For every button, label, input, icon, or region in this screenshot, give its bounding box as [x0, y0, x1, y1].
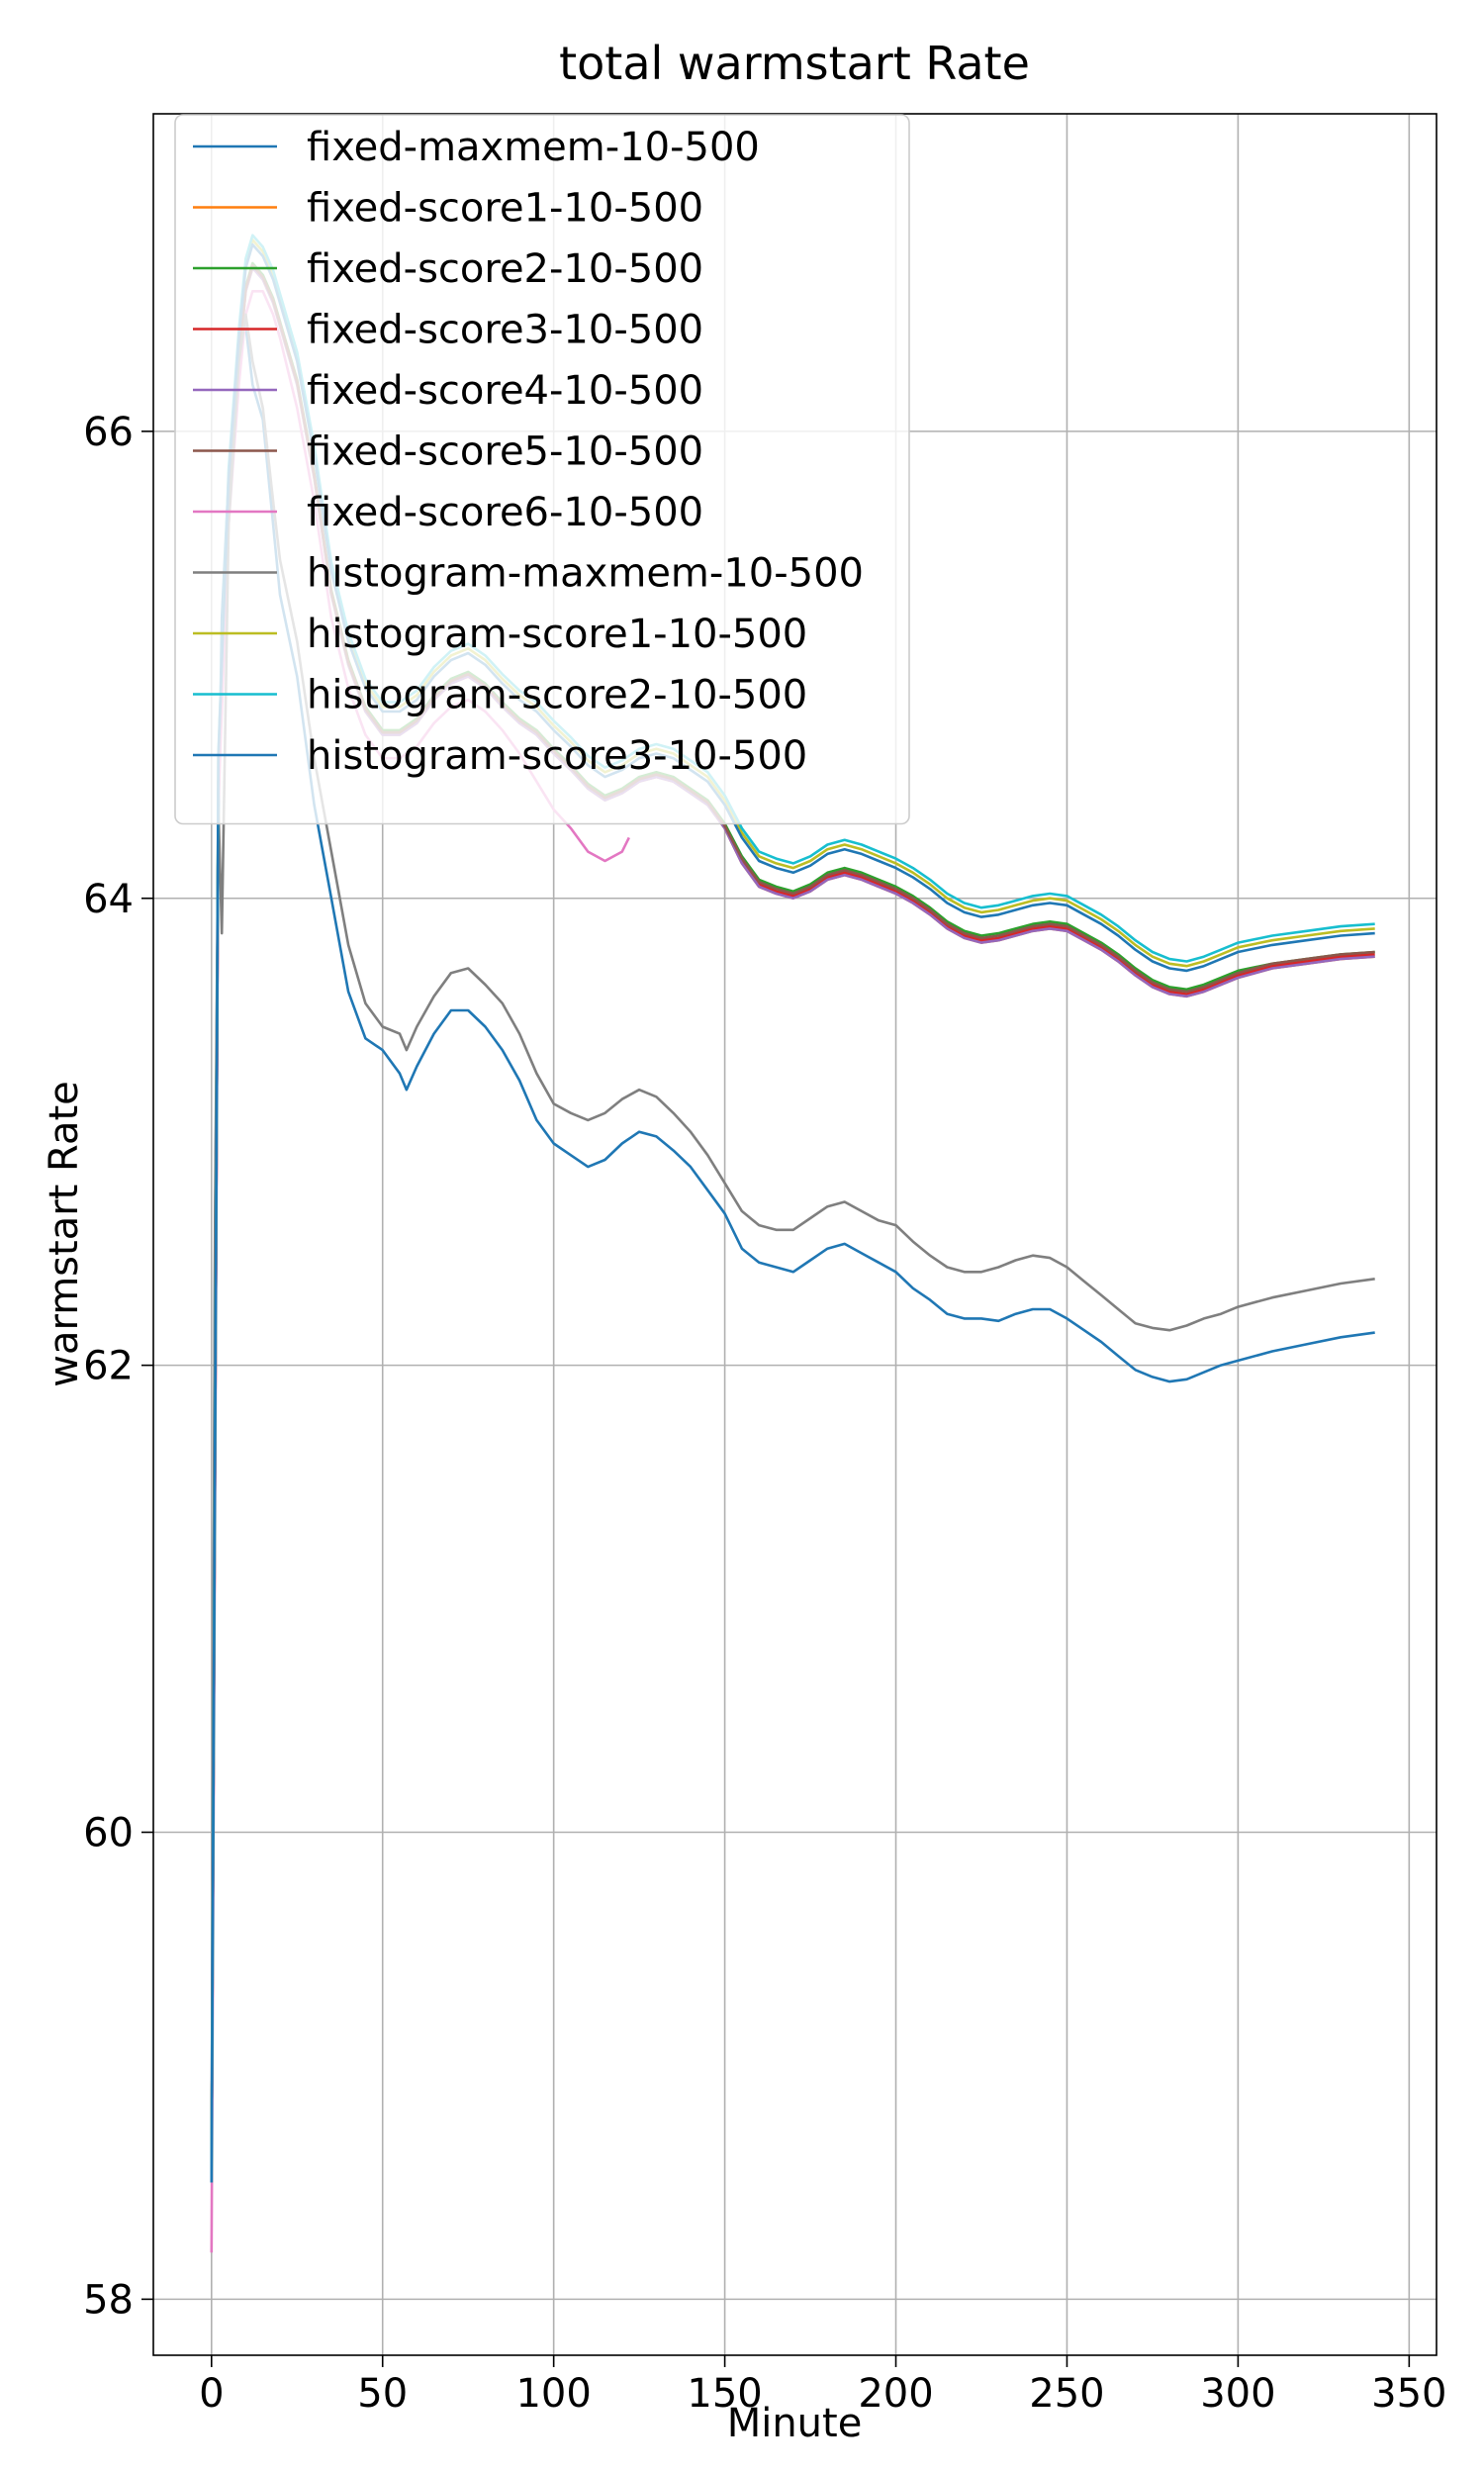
x-tick-label: 300 — [1200, 2371, 1275, 2417]
legend-label: fixed-maxmem-10-500 — [307, 125, 760, 170]
legend-label: fixed-score5-10-500 — [307, 429, 703, 475]
legend-label: fixed-score3-10-500 — [307, 308, 703, 353]
y-tick-label: 64 — [83, 877, 134, 922]
y-tick-label: 60 — [83, 1811, 134, 1856]
y-tick-label: 58 — [83, 2277, 134, 2323]
legend-label: histogram-score3-10-500 — [307, 733, 807, 779]
y-axis-label: warmstart Rate — [42, 1081, 87, 1387]
legend-label: histogram-score1-10-500 — [307, 612, 807, 657]
chart-title: total warmstart Rate — [559, 37, 1030, 90]
legend-label: fixed-score1-10-500 — [307, 186, 703, 232]
x-tick-label: 250 — [1029, 2371, 1104, 2417]
axis-ticks: 0 50 100 150 200 250 300 350 58 60 62 64 66 — [83, 410, 1446, 2417]
legend-label: histogram-score2-10-500 — [307, 673, 807, 718]
legend-box — [174, 114, 910, 825]
x-tick-label: 150 — [687, 2371, 762, 2417]
legend-label: fixed-score2-10-500 — [307, 246, 703, 292]
x-tick-label: 50 — [357, 2371, 408, 2417]
x-tick-label: 100 — [515, 2371, 591, 2417]
x-axis-label: Minute — [727, 2401, 863, 2446]
x-tick-label: 200 — [858, 2371, 933, 2417]
y-tick-label: 62 — [83, 1344, 134, 1389]
legend-label: fixed-score4-10-500 — [307, 368, 703, 414]
x-tick-label: 350 — [1371, 2371, 1446, 2417]
legend-label: histogram-maxmem-10-500 — [307, 551, 864, 597]
x-tick-label: 0 — [199, 2371, 224, 2417]
legend: fixed-maxmem-10-500 fixed-score1-10-500 fi… — [174, 114, 910, 825]
legend-label: fixed-score6-10-500 — [307, 490, 703, 535]
y-tick-label: 66 — [83, 410, 134, 455]
plot-frame — [152, 113, 1438, 2356]
